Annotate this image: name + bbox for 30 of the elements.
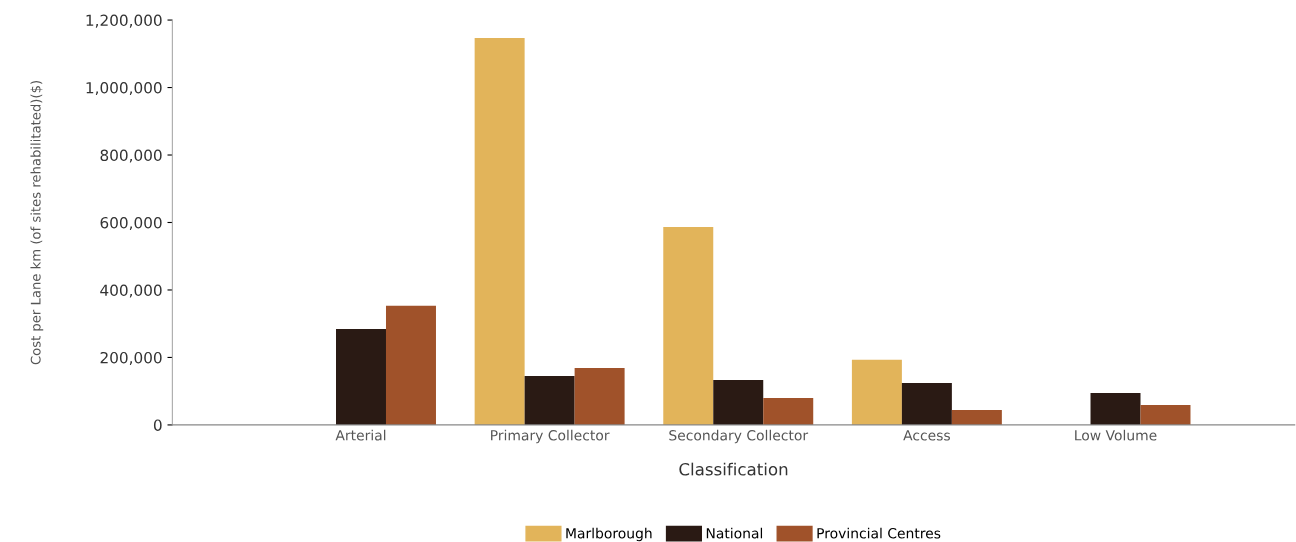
- bar: [385, 305, 436, 425]
- legend-label: Provincial Centres: [817, 527, 941, 539]
- bar: [851, 359, 902, 425]
- bar: [763, 397, 814, 425]
- legend-label: Marlborough: [566, 527, 652, 542]
- bar: [574, 367, 625, 425]
- y-tick-label: 600,000: [100, 216, 162, 231]
- x-tick-label: Access: [903, 430, 950, 441]
- x-tick-label: Secondary Collector: [669, 429, 809, 444]
- bar: [1090, 392, 1141, 425]
- bar: [1140, 405, 1191, 425]
- x-tick-label: Arterial: [335, 429, 386, 441]
- bar: [901, 383, 952, 425]
- y-tick-label: 1,000,000: [86, 82, 162, 96]
- bar: [951, 410, 1002, 425]
- bar: [336, 329, 386, 425]
- y-tick-label: 400,000: [100, 284, 162, 298]
- y-tick-label: 800,000: [100, 149, 162, 163]
- y-tick-label: 1,200,000: [86, 14, 162, 28]
- x-tick-label: Primary Collector: [491, 429, 610, 444]
- bar: [713, 380, 764, 425]
- bar: [524, 376, 575, 425]
- y-tick-label: 0: [153, 419, 162, 431]
- bar: [663, 226, 714, 425]
- x-axis-title: Classification: [679, 462, 788, 476]
- x-tick-label: Low Volume: [1075, 429, 1157, 441]
- y-axis-title: Cost per Lane km (of sites rehabilitated)($): [30, 81, 44, 365]
- y-tick-label: 200,000: [100, 351, 162, 366]
- bar: [474, 37, 525, 425]
- legend-label: National: [706, 527, 763, 539]
